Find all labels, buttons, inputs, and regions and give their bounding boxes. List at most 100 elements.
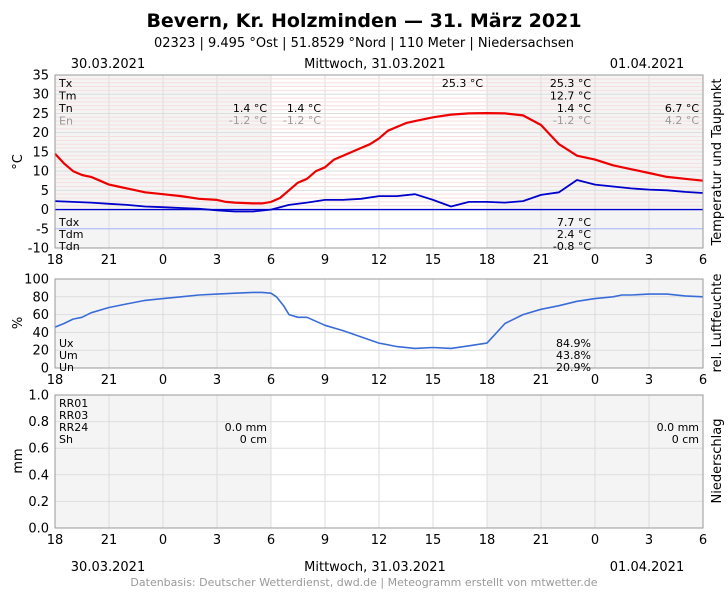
day2-un: 20.9% xyxy=(556,361,591,374)
day1b-tn: 1.4 °C xyxy=(287,102,321,115)
x-tick-label: 18 xyxy=(479,533,496,548)
date-left-top: 30.03.2021 xyxy=(71,57,145,72)
x-tick-label: 6 xyxy=(699,533,707,548)
x-tick-label: 21 xyxy=(101,533,118,548)
x-tick-label: 18 xyxy=(47,533,64,548)
date-left-bottom: 30.03.2021 xyxy=(71,560,145,575)
x-tick-label: 18 xyxy=(479,373,496,388)
y-tick-label: 0 xyxy=(41,362,49,377)
stat-label-rr03: RR03 xyxy=(59,409,88,422)
x-tick-label: 15 xyxy=(425,373,442,388)
day2-um: 43.8% xyxy=(556,349,591,362)
stat-label-tn: Tn xyxy=(58,102,73,115)
day1-sh: 0 cm xyxy=(240,433,267,446)
day1b-en: -1.2 °C xyxy=(283,114,321,127)
y-tick-label: 60 xyxy=(32,308,49,323)
y-tick-label: 20 xyxy=(32,344,49,359)
x-tick-label: 21 xyxy=(533,373,550,388)
day1-rr24: 0.0 mm xyxy=(225,421,267,434)
x-tick-label: 21 xyxy=(101,253,118,268)
x-tick-label: 18 xyxy=(479,253,496,268)
date-right-bottom: 01.04.2021 xyxy=(610,560,684,575)
x-tick-label: 15 xyxy=(425,253,442,268)
y-tick-label: 10 xyxy=(32,165,49,180)
x-tick-label: 0 xyxy=(159,373,167,388)
x-tick-label: 6 xyxy=(699,373,707,388)
day3-en: 4.2 °C xyxy=(665,114,699,127)
date-right-top: 01.04.2021 xyxy=(610,57,684,72)
day2-tdm: 2.4 °C xyxy=(557,228,591,241)
x-tick-label: 0 xyxy=(159,253,167,268)
temp-side-label: Temperatur und Taupunkt xyxy=(710,79,725,247)
chart-subtitle: 02323 | 9.495 °Ost | 51.8529 °Nord | 110… xyxy=(154,36,574,51)
day3-rr24: 0.0 mm xyxy=(657,421,699,434)
day3-sh: 0 cm xyxy=(672,433,699,446)
y-tick-label: 25 xyxy=(32,107,49,122)
footer-credit: Datenbasis: Deutscher Wetterdienst, dwd.… xyxy=(130,576,597,589)
stat-label-tm: Tm xyxy=(58,90,76,103)
x-tick-label: 6 xyxy=(267,533,275,548)
y-tick-label: 100 xyxy=(24,273,49,288)
day2-tx: 25.3 °C xyxy=(550,77,591,90)
x-tick-label: 12 xyxy=(371,253,388,268)
x-tick-label: 6 xyxy=(267,373,275,388)
x-tick-label: 18 xyxy=(47,373,64,388)
x-tick-label: 21 xyxy=(101,373,118,388)
x-tick-label: 0 xyxy=(591,533,599,548)
plot-frame xyxy=(54,74,704,249)
precip-side-label: Niederschlag xyxy=(710,419,725,504)
x-tick-label: 9 xyxy=(321,373,329,388)
y-tick-label: 0.8 xyxy=(28,415,49,430)
humidity-side-label: rel. Luftfeuchte xyxy=(710,274,725,373)
y-tick-label: 20 xyxy=(32,126,49,141)
plot-frame xyxy=(54,278,704,369)
temperature-line xyxy=(54,112,704,205)
x-tick-label: 12 xyxy=(371,533,388,548)
humidity-y-axis-label: % xyxy=(11,317,26,329)
x-tick-label: 3 xyxy=(645,533,653,548)
x-tick-label: 12 xyxy=(371,373,388,388)
y-tick-label: -10 xyxy=(28,242,49,257)
day2-en: -1.2 °C xyxy=(553,114,591,127)
x-tick-label: 9 xyxy=(321,533,329,548)
chart-title: Bevern, Kr. Holzminden — 31. März 2021 xyxy=(146,10,581,32)
stat-label-sh: Sh xyxy=(59,433,73,446)
y-tick-label: 30 xyxy=(32,88,49,103)
x-tick-label: 0 xyxy=(591,373,599,388)
x-tick-label: 3 xyxy=(213,533,221,548)
y-tick-label: 40 xyxy=(32,326,49,341)
stat-label-tdx: Tdx xyxy=(58,216,80,229)
y-tick-label: 0.2 xyxy=(28,495,49,510)
date-center-top: Mittwoch, 31.03.2021 xyxy=(304,57,446,72)
y-tick-label: 0.6 xyxy=(28,442,49,457)
stat-label-tdn: Tdn xyxy=(58,240,80,253)
day3-tn: 6.7 °C xyxy=(665,102,699,115)
day2-tx-marker: 25.3 °C xyxy=(442,77,483,90)
stat-label-tx: Tx xyxy=(58,77,73,90)
plot-frame xyxy=(54,394,704,529)
x-tick-label: 9 xyxy=(321,253,329,268)
stat-label-ux: Ux xyxy=(59,337,74,350)
y-tick-label: 0 xyxy=(41,203,49,218)
x-tick-label: 15 xyxy=(425,533,442,548)
day2-tdn: -0.8 °C xyxy=(553,240,591,253)
stat-label-rr24: RR24 xyxy=(59,421,88,434)
temp-y-axis-label: °C xyxy=(11,154,26,170)
dewpoint-line xyxy=(54,179,704,213)
stat-label-en: En xyxy=(59,115,73,128)
y-tick-label: 5 xyxy=(41,184,49,199)
date-center-bottom: Mittwoch, 31.03.2021 xyxy=(304,560,446,575)
y-tick-label: 35 xyxy=(32,69,49,84)
day2-tm: 12.7 °C xyxy=(550,90,591,103)
x-tick-label: 3 xyxy=(213,253,221,268)
y-tick-label: 15 xyxy=(32,145,49,160)
y-tick-label: -5 xyxy=(36,222,49,237)
day2-ux: 84.9% xyxy=(556,337,591,350)
day2-tdx: 7.7 °C xyxy=(557,216,591,229)
precip-y-axis-label: mm xyxy=(11,448,26,473)
y-tick-label: 0.0 xyxy=(28,522,49,537)
